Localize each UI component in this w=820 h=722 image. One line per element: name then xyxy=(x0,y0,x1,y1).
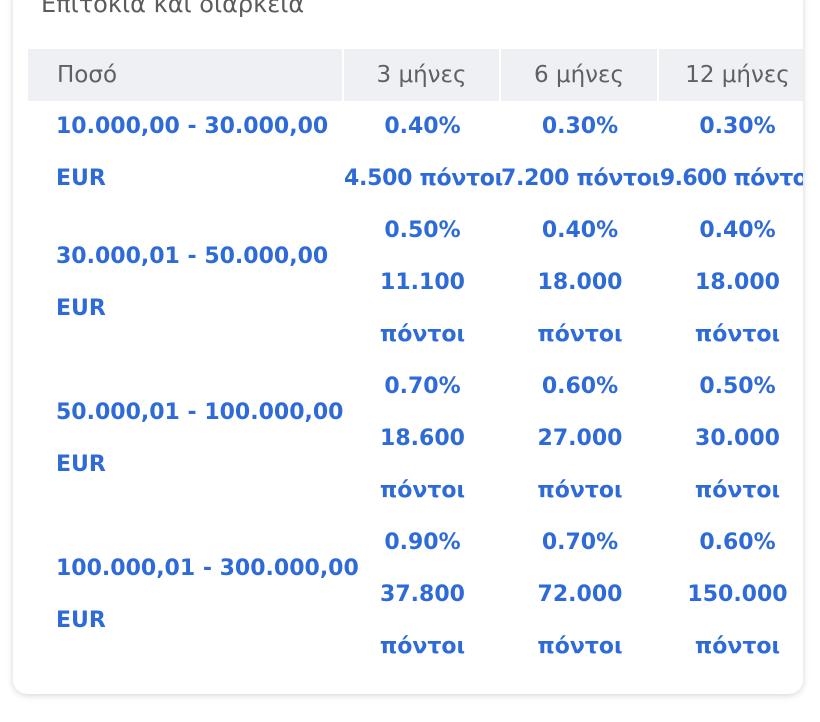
rate-value: 0.40% xyxy=(699,218,776,243)
rate-cell-6-months: 0.40% 18.000 πόντοι xyxy=(501,205,659,361)
points-value: 9.600 πόντοι xyxy=(659,166,803,191)
rate-cell-12-months: 0.60% 150.000 πόντοι xyxy=(659,517,803,673)
currency: EUR xyxy=(56,608,106,633)
rate-value: 0.50% xyxy=(699,374,776,399)
points-value: 18.000 πόντοι xyxy=(537,270,623,347)
rates-card: Επιτόκια και διάρκεια Ποσό 3 μήνες 6 μήν… xyxy=(13,0,803,694)
rate-cell-12-months: 0.30% 9.600 πόντοι xyxy=(659,101,803,205)
rate-value: 0.60% xyxy=(541,374,619,399)
points-value: 150.000 πόντοι xyxy=(687,582,788,659)
table-row: 10.000,00 - 30.000,00 EUR 0.40% 4.500 πό… xyxy=(28,101,803,205)
rate-cell-3-months: 0.40% 4.500 πόντοι xyxy=(344,101,503,205)
table-row: 100.000,01 - 300.000,00 EUR 0.90% 37.800… xyxy=(28,517,803,673)
rate-value: 0.90% xyxy=(384,530,461,555)
amount-range-cell: 30.000,01 - 50.000,00 EUR xyxy=(28,205,344,361)
points-value: 18.000 πόντοι xyxy=(694,270,781,347)
rate-cell-12-months: 0.40% 18.000 πόντοι xyxy=(659,205,803,361)
table-row: 30.000,01 - 50.000,00 EUR 0.50% 11.100 π… xyxy=(28,205,803,361)
rate-value: 0.70% xyxy=(384,374,461,399)
amount-range: 30.000,01 - 50.000,00 xyxy=(56,244,329,269)
points-value: 72.000 πόντοι xyxy=(537,582,623,659)
amount-range-cell: 100.000,01 - 300.000,00 EUR xyxy=(28,517,359,673)
rate-cell-3-months: 0.90% 37.800 πόντοι xyxy=(344,517,501,673)
rate-value: 0.40% xyxy=(384,114,461,139)
header-6-months: 6 μήνες xyxy=(501,49,659,101)
rate-cell-6-months: 0.60% 27.000 πόντοι xyxy=(501,361,659,517)
points-value: 4.500 πόντοι xyxy=(344,166,503,191)
rate-value: 0.40% xyxy=(541,218,619,243)
amount-range-cell: 10.000,00 - 30.000,00 EUR xyxy=(28,101,344,205)
amount-range: 50.000,01 - 100.000,00 xyxy=(56,400,344,425)
rate-value: 0.60% xyxy=(699,530,776,555)
rate-value: 0.30% xyxy=(541,114,619,139)
points-value: 30.000 πόντοι xyxy=(694,426,781,503)
rate-value: 0.50% xyxy=(384,218,461,243)
rate-cell-3-months: 0.50% 11.100 πόντοι xyxy=(344,205,501,361)
rates-table: Ποσό 3 μήνες 6 μήνες 12 μήνες 10.000,00 … xyxy=(28,49,803,673)
points-value: 11.100 πόντοι xyxy=(379,270,466,347)
points-value: 7.200 πόντοι xyxy=(501,166,660,191)
points-value: 27.000 πόντοι xyxy=(537,426,623,503)
section-title: Επιτόκια και διάρκεια xyxy=(41,0,305,18)
table-row: 50.000,01 - 100.000,00 EUR 0.70% 18.600 … xyxy=(28,361,803,517)
header-3-months: 3 μήνες xyxy=(344,49,501,101)
points-value: 37.800 πόντοι xyxy=(379,582,466,659)
header-12-months: 12 μήνες xyxy=(659,49,803,101)
amount-range-cell: 50.000,01 - 100.000,00 EUR xyxy=(28,361,344,517)
currency: EUR xyxy=(56,296,106,321)
rate-cell-6-months: 0.70% 72.000 πόντοι xyxy=(501,517,659,673)
rate-cell-12-months: 0.50% 30.000 πόντοι xyxy=(659,361,803,517)
amount-range: 10.000,00 - 30.000,00 xyxy=(56,114,329,139)
rate-value: 0.70% xyxy=(541,530,619,555)
rate-cell-3-months: 0.70% 18.600 πόντοι xyxy=(344,361,501,517)
currency: EUR xyxy=(56,166,106,191)
header-amount: Ποσό xyxy=(28,49,344,101)
currency: EUR xyxy=(56,452,106,477)
amount-range: 100.000,01 - 300.000,00 xyxy=(56,556,359,581)
rate-cell-6-months: 0.30% 7.200 πόντοι xyxy=(501,101,660,205)
points-value: 18.600 πόντοι xyxy=(379,426,466,503)
rate-value: 0.30% xyxy=(699,114,776,139)
table-header-row: Ποσό 3 μήνες 6 μήνες 12 μήνες xyxy=(28,49,803,101)
